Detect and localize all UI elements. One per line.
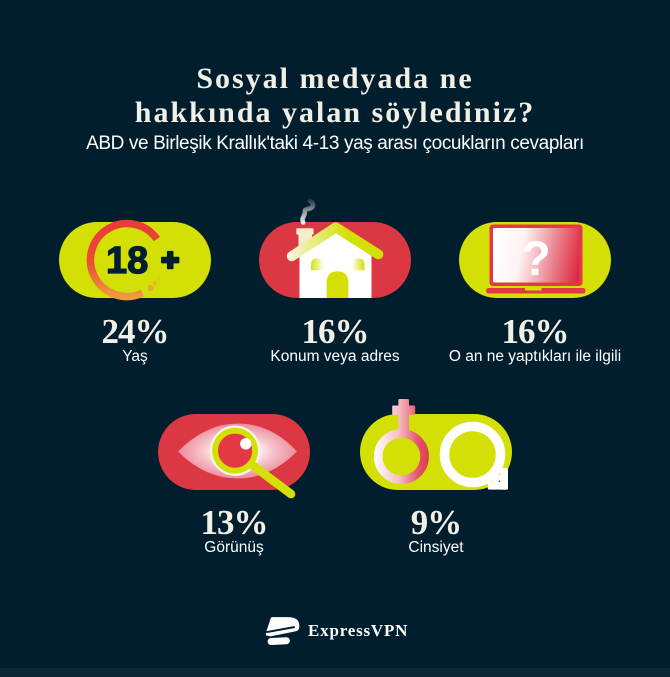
svg-text:?: ? <box>521 233 550 286</box>
